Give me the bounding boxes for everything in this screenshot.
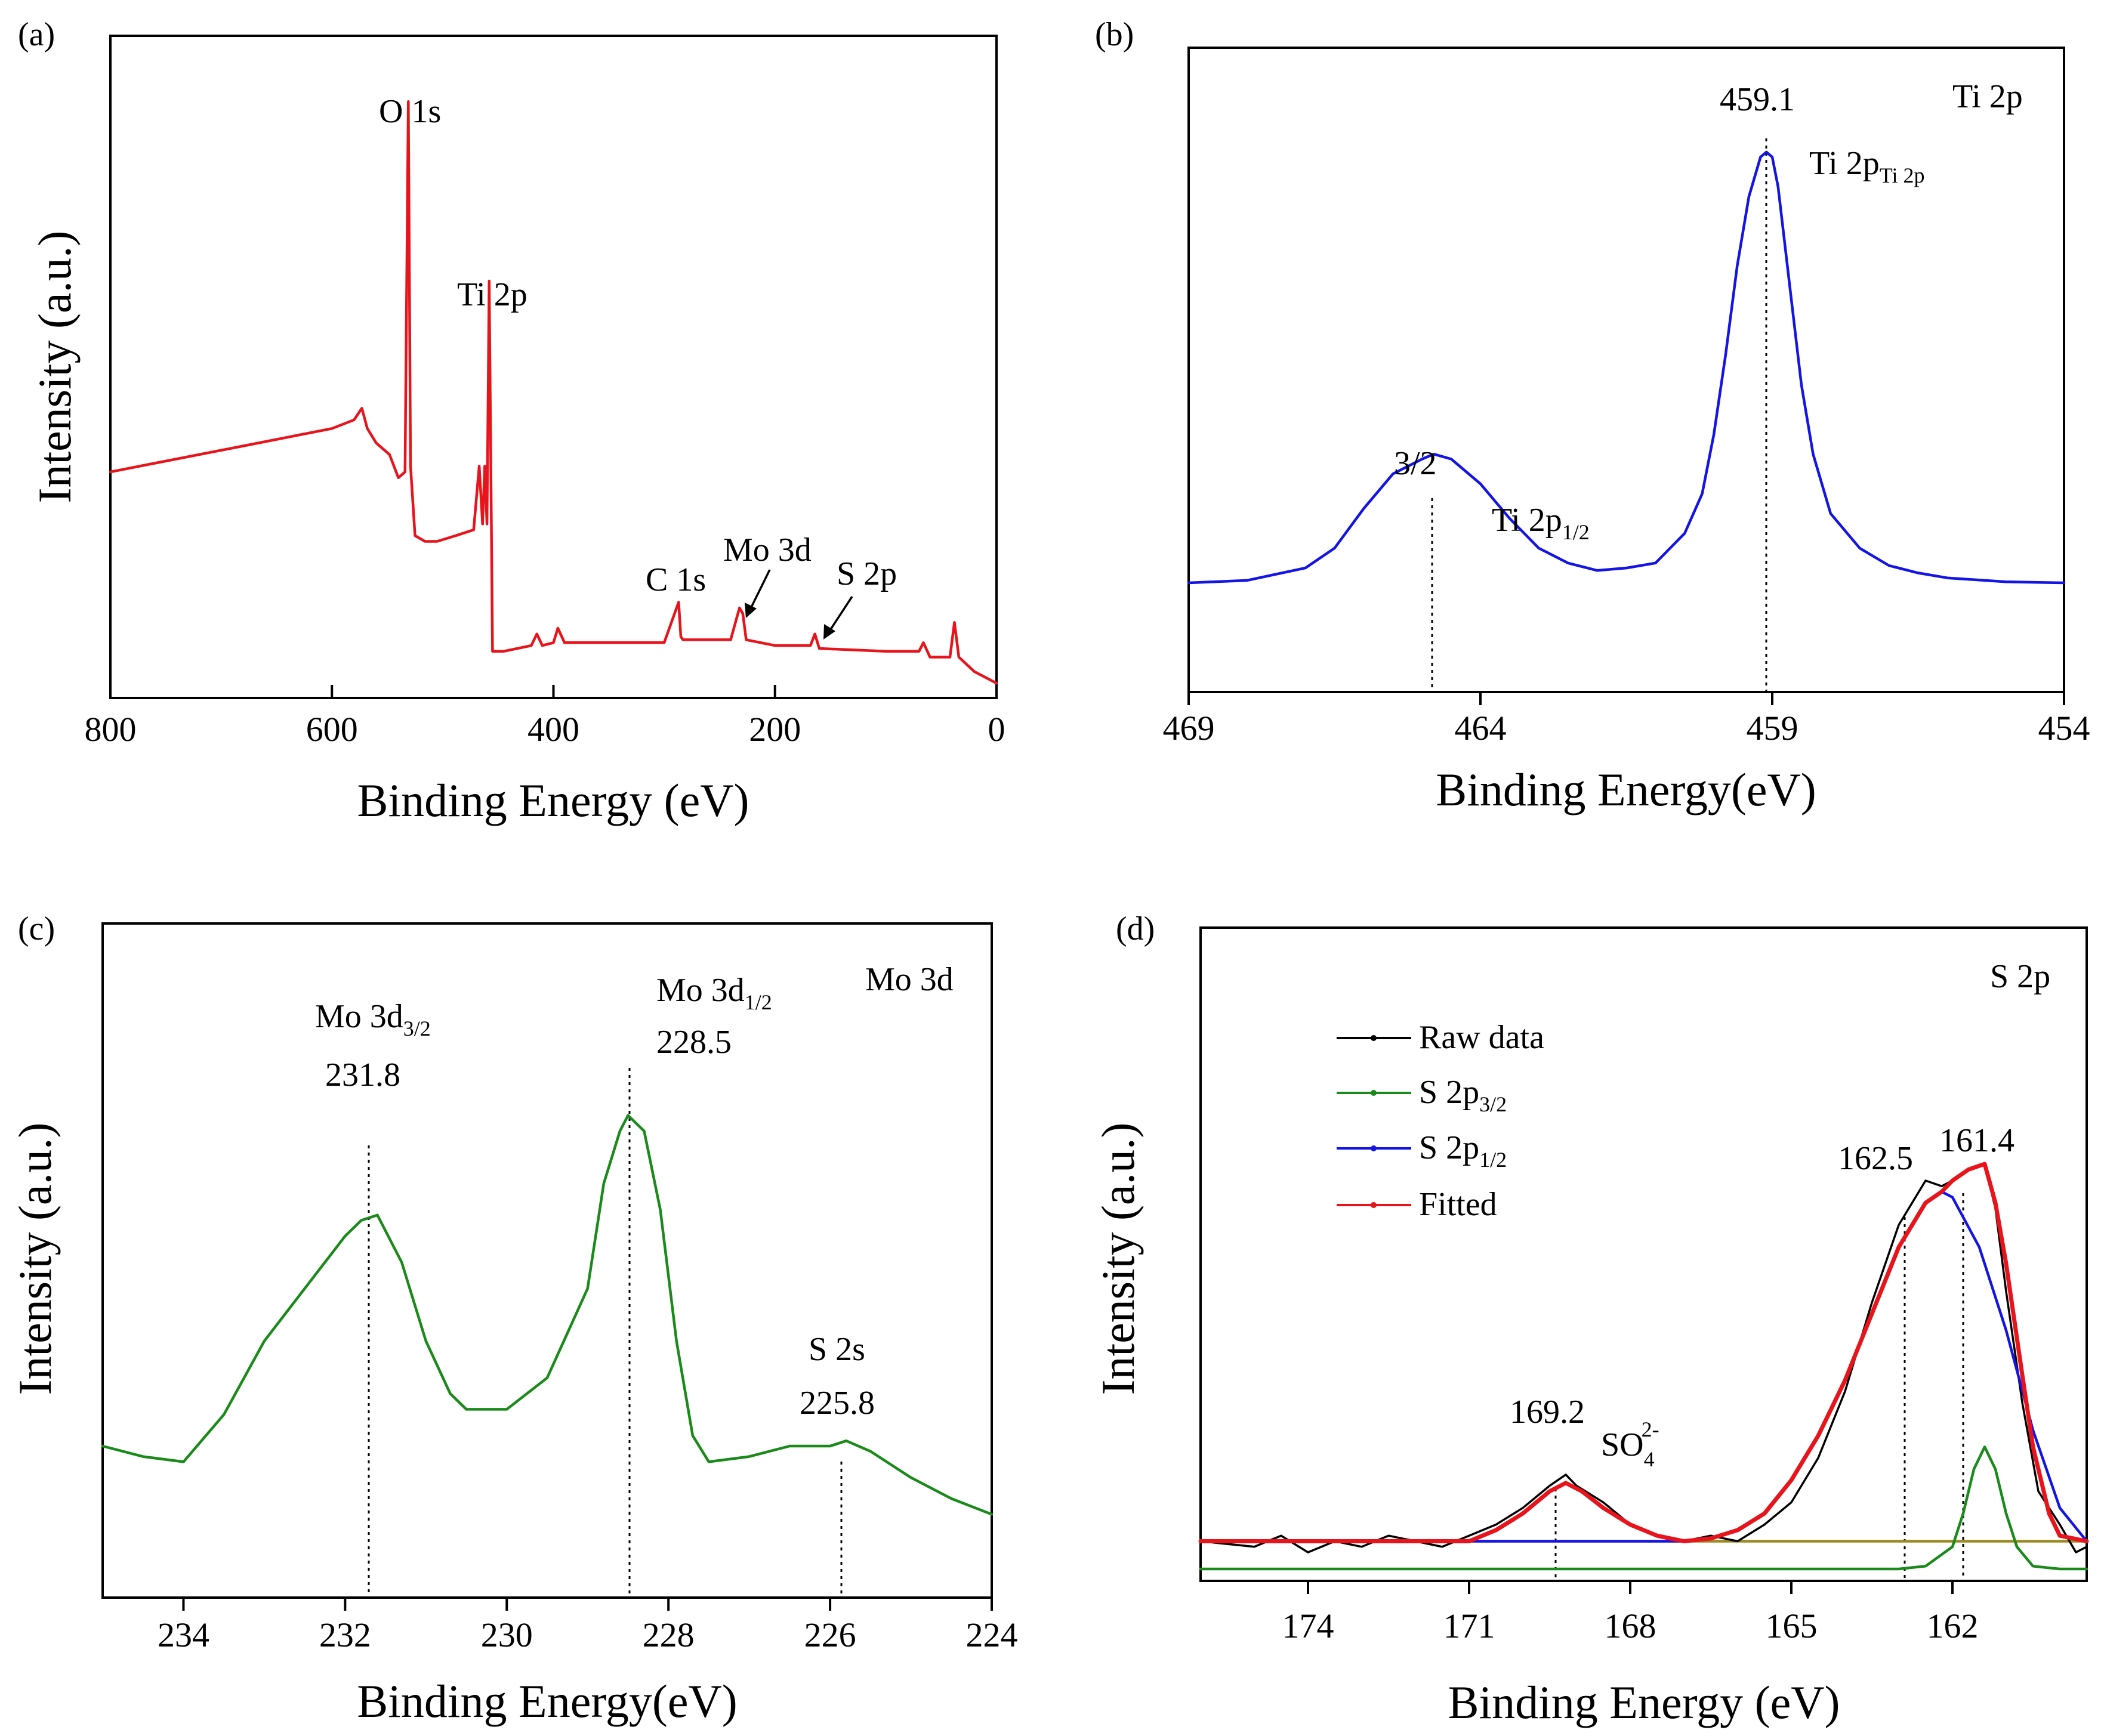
- panel-a-survey-curve: [109, 100, 998, 685]
- panel-b-title: Ti 2p: [1952, 78, 2023, 115]
- panel-c-x-tick-label: 230: [481, 1615, 533, 1654]
- legend-item-fitted: Fitted: [1337, 1186, 1497, 1223]
- panel-a-x-tick-label: 600: [306, 710, 358, 749]
- panel-d-plot-frame: [1199, 926, 2088, 1582]
- peak-label-s2p: S 2p: [837, 555, 897, 592]
- panel-d-x-tick-label: 174: [1282, 1607, 1334, 1645]
- panel-c-plot-frame: [101, 922, 993, 1599]
- arrow-to-s2p: [823, 596, 853, 640]
- panel-c-x-ticks: 234 232 230 228 226 224: [158, 1598, 1018, 1654]
- peak-label-c1s: C 1s: [646, 561, 706, 598]
- panel-a-x-tick-label: 800: [85, 710, 137, 749]
- peak-label-ti2p: Ti 2p: [457, 276, 527, 313]
- peak-value-225-8: 225.8: [800, 1385, 875, 1422]
- legend-item-raw-data: Raw data: [1337, 1019, 1544, 1056]
- panel-a-survey-spectrum: (a) 800 600 400 200 0 Binding Energy (eV) In…: [18, 16, 1005, 826]
- panel-c-mo3d-spectrum: (c) 234 232 230 228 226 224 Binding Energy(eV…: [9, 910, 1018, 1727]
- panel-b-x-tick-label: 459: [1747, 709, 1798, 747]
- panel-a-letter: (a): [18, 16, 55, 53]
- peak-label-mo3d: Mo 3d: [723, 532, 812, 569]
- panel-a-x-tick-label: 0: [988, 710, 1005, 749]
- panel-d-s2p-spectrum: (d) 174 171 168 165 162 Binding Energy (eV) …: [1092, 910, 2089, 1728]
- panel-a-y-axis-label: Intensity (a.u.): [29, 230, 81, 503]
- panel-c-x-tick-label: 234: [158, 1615, 209, 1654]
- panel-b-ti2p-curve: [1187, 150, 2066, 585]
- panel-b-x-tick-label: 469: [1163, 709, 1215, 747]
- panel-b-x-tick-label: 454: [2038, 709, 2090, 747]
- panel-d-raw-data-curve: [1199, 1163, 2088, 1553]
- panel-b-x-axis-label: Binding Energy(eV): [1436, 764, 1816, 816]
- panel-c-x-axis-label: Binding Energy(eV): [357, 1675, 738, 1727]
- peak-value-459-1: 459.1: [1720, 81, 1795, 118]
- panel-a-x-ticks: 800 600 400 200 0: [85, 685, 1005, 749]
- peak-label-ti2p3-2: Ti 2pTi 2p: [1809, 145, 1925, 187]
- panel-b-x-tick-label: 464: [1455, 709, 1507, 747]
- panel-d-s2p1-2-curve: [1199, 1190, 2088, 1543]
- arrow-to-mo3d: [745, 569, 771, 618]
- panel-b-letter: (b): [1095, 16, 1134, 53]
- panel-d-fitted-curve: [1198, 1162, 2089, 1543]
- panel-c-mo3d-curve: [101, 1114, 994, 1516]
- panel-c-x-tick-label: 226: [804, 1615, 856, 1654]
- legend-label-s2p1-2: S 2p1/2: [1419, 1129, 1507, 1172]
- panel-a-x-tick-label: 200: [749, 710, 801, 749]
- peak-value-169-2: 169.2: [1510, 1394, 1585, 1431]
- legend-label-fitted: Fitted: [1419, 1186, 1497, 1223]
- panel-d-title: S 2p: [1990, 958, 2050, 995]
- panel-d-legend: Raw data S 2p3/2 S 2p1/2 Fitted: [1337, 1019, 1544, 1223]
- panel-c-x-tick-label: 232: [319, 1615, 371, 1654]
- panel-c-y-axis-label: Intensity (a.u.): [9, 1122, 61, 1395]
- peak-value-464-8: 3/2: [1394, 445, 1437, 482]
- panel-d-x-tick-label: 168: [1605, 1607, 1656, 1645]
- peak-label-ti2p1-2: Ti 2p1/2: [1492, 502, 1590, 544]
- legend-label-raw-data: Raw data: [1419, 1019, 1544, 1056]
- legend-item-s2p3-2: S 2p3/2: [1337, 1074, 1507, 1116]
- panel-b-ti2p-spectrum: (b) 469 464 459 454 Binding Energy(eV) Ti 2…: [1095, 16, 2090, 816]
- panel-c-title: Mo 3d: [865, 961, 954, 998]
- peak-value-228-5: 228.5: [656, 1024, 732, 1061]
- panel-a-x-axis-label: Binding Energy (eV): [357, 774, 749, 826]
- panel-d-x-axis-label: Binding Energy (eV): [1448, 1676, 1840, 1728]
- peak-label-mo3d3-2: Mo 3d3/2: [315, 998, 431, 1040]
- panel-d-x-ticks: 174 171 168 165 162: [1282, 1581, 1979, 1645]
- panel-c-x-tick-label: 224: [966, 1615, 1018, 1654]
- peak-label-s2s: S 2s: [809, 1331, 865, 1368]
- peak-label-so4: SO42-: [1601, 1417, 1659, 1471]
- peak-value-231-8: 231.8: [325, 1057, 400, 1094]
- panel-d-x-tick-label: 162: [1927, 1607, 1979, 1645]
- panel-c-x-tick-label: 228: [643, 1615, 695, 1654]
- peak-label-mo3d1-2: Mo 3d1/2: [656, 972, 772, 1014]
- panel-b-plot-frame: [1187, 47, 2065, 693]
- panel-d-y-axis-label: Intensity (a.u.): [1092, 1122, 1144, 1395]
- panel-c-letter: (c): [18, 910, 55, 947]
- panel-a-plot-frame: [109, 35, 998, 699]
- panel-d-x-tick-label: 165: [1766, 1607, 1818, 1645]
- peak-value-162-5: 162.5: [1838, 1140, 1913, 1177]
- panel-d-s2p3-2-curve: [1199, 1445, 2088, 1571]
- legend-label-s2p3-2: S 2p3/2: [1419, 1074, 1507, 1116]
- panel-a-x-tick-label: 400: [527, 710, 579, 749]
- panel-b-x-ticks: 469 464 459 454: [1163, 692, 2090, 747]
- panel-d-x-tick-label: 171: [1443, 1607, 1495, 1645]
- legend-item-s2p1-2: S 2p1/2: [1337, 1129, 1507, 1172]
- peak-label-o1s: O 1s: [379, 93, 441, 130]
- panel-d-letter: (d): [1116, 910, 1155, 947]
- peak-value-161-4: 161.4: [1939, 1122, 2014, 1159]
